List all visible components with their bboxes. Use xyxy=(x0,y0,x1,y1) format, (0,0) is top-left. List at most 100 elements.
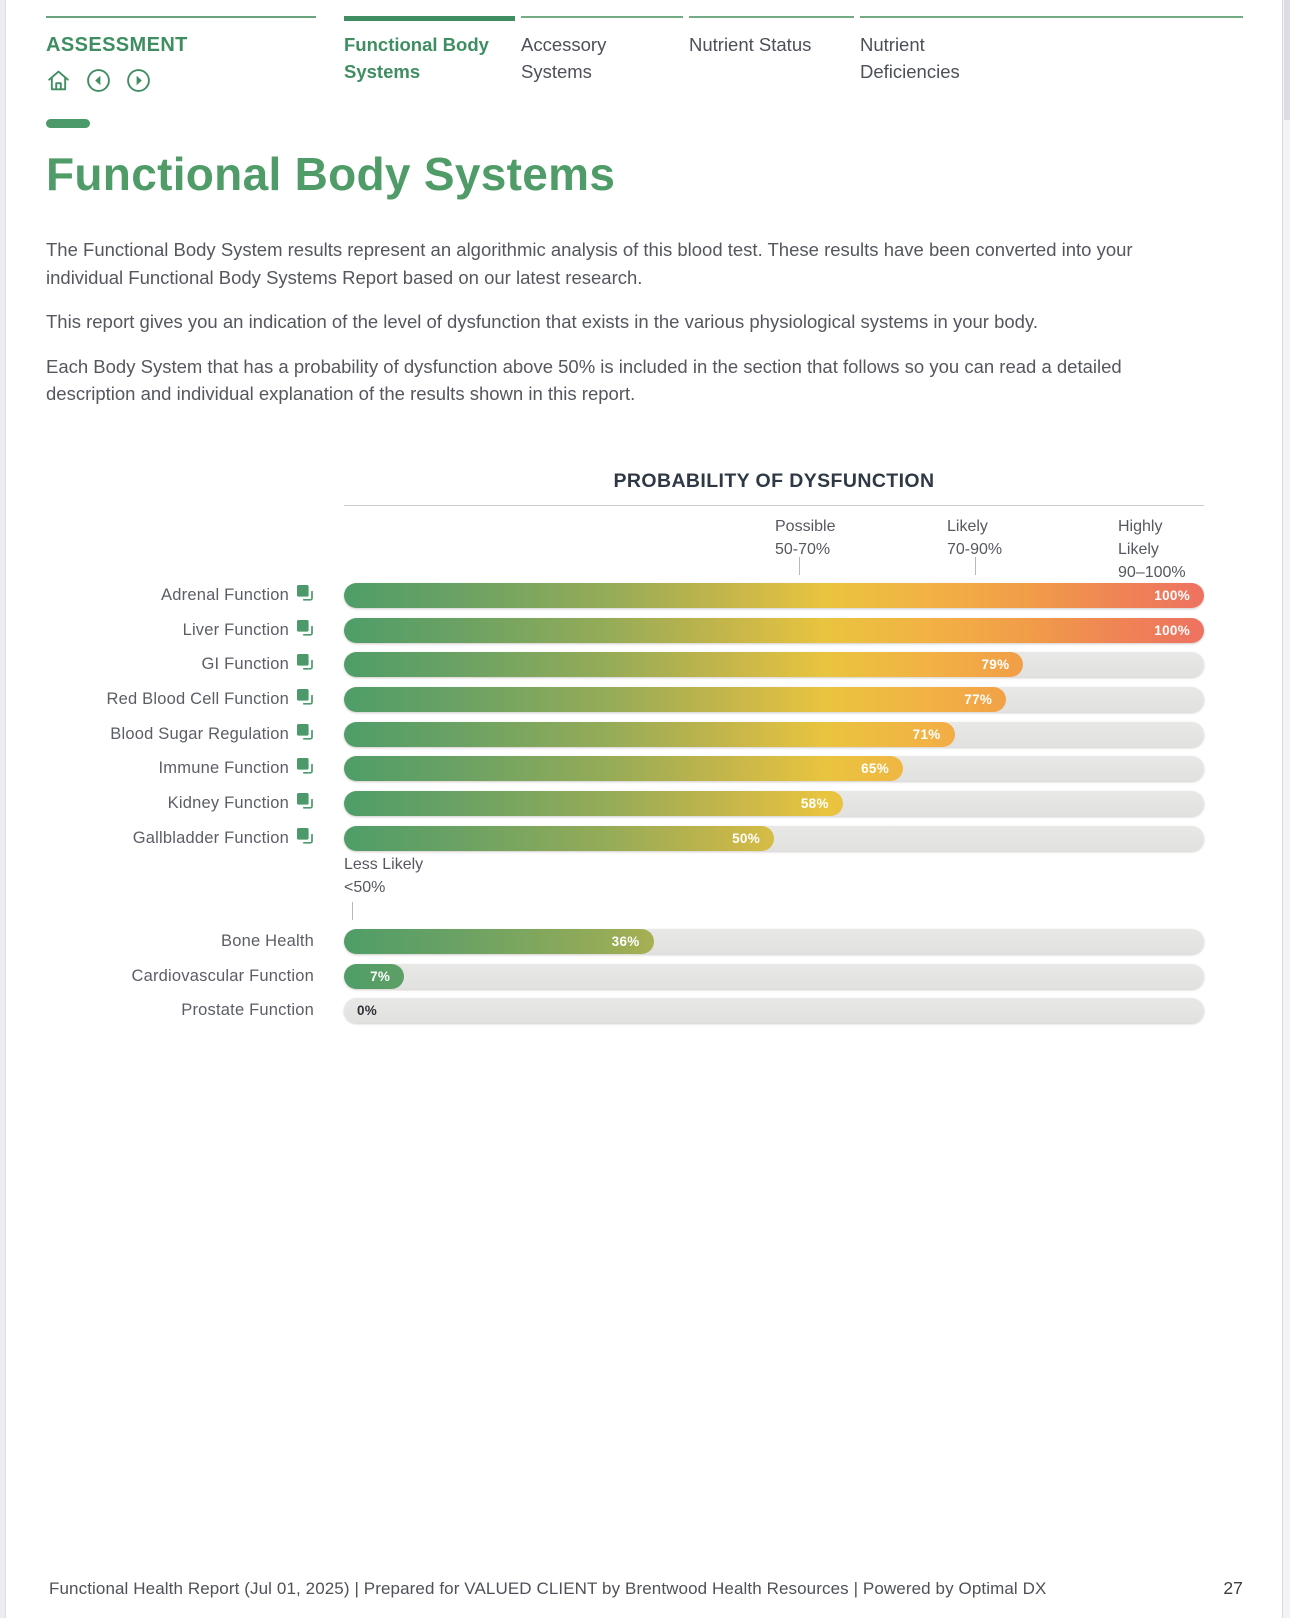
assessment-label: ASSESSMENT xyxy=(46,34,188,56)
probability-bar-track: 0% xyxy=(344,998,1204,1024)
tab-functional-body-systems[interactable]: Functional Body Systems xyxy=(344,16,515,85)
page-number: 27 xyxy=(1223,1578,1243,1598)
probability-bar-fill: 58% xyxy=(344,791,843,817)
chart-top-rule xyxy=(344,505,1204,506)
bars-below-50: Bone Health 36% Cardiovascular Function xyxy=(46,929,1204,1033)
chart-row: GI Function 79% xyxy=(46,652,1204,678)
body-system-name[interactable]: Cardiovascular Function xyxy=(131,966,314,985)
probability-value: 0% xyxy=(357,1003,378,1019)
chart-row: Kidney Function 58% xyxy=(46,791,1204,817)
zone-tick-possible xyxy=(799,557,800,575)
bars-above-50: Adrenal Function 100% Liver Function xyxy=(46,583,1204,861)
probability-bar-track: 50% xyxy=(344,825,1204,851)
body-system-name[interactable]: Gallbladder Function xyxy=(132,828,289,847)
chart-row-label[interactable]: GI Function xyxy=(46,653,344,676)
probability-bar-track: 77% xyxy=(344,687,1204,713)
chart-row-label: Cardiovascular Function xyxy=(46,967,344,986)
chart-row: Adrenal Function 100% xyxy=(46,583,1204,608)
chart-row-label[interactable]: Liver Function xyxy=(46,619,344,642)
body-system-name[interactable]: Immune Function xyxy=(158,759,289,778)
home-icon[interactable] xyxy=(46,68,71,93)
probability-bar-track: 65% xyxy=(344,756,1204,782)
probability-value: 50% xyxy=(732,830,760,846)
chart-row: Immune Function 65% xyxy=(46,756,1204,782)
probability-bar-track: 100% xyxy=(344,583,1204,608)
probability-bar-fill: 77% xyxy=(344,687,1007,713)
probability-bar-fill: 0% xyxy=(344,998,1204,1023)
open-section-icon[interactable] xyxy=(296,619,314,642)
tab-label[interactable]: Accessory Systems xyxy=(521,34,607,82)
open-section-icon[interactable] xyxy=(296,723,314,746)
body-system-name[interactable]: Liver Function xyxy=(182,620,289,639)
probability-bar-track: 7% xyxy=(344,963,1204,989)
title-accent-dash xyxy=(46,119,90,128)
probability-value: 58% xyxy=(800,796,829,812)
tab-label[interactable]: Nutrient Status xyxy=(689,34,812,55)
tab-accessory-systems[interactable]: Accessory Systems xyxy=(521,16,683,85)
probability-value: 36% xyxy=(611,934,640,949)
next-page-icon[interactable] xyxy=(126,68,151,93)
probability-bar-fill: 79% xyxy=(344,652,1024,678)
tab-label[interactable]: Nutrient Deficiencies xyxy=(860,34,960,82)
footer-text: Functional Health Report (Jul 01, 2025) … xyxy=(49,1579,1047,1598)
probability-value: 7% xyxy=(370,968,391,984)
assessment-section-header: ASSESSMENT xyxy=(46,16,316,93)
open-section-icon[interactable] xyxy=(296,792,314,815)
chart-row-label[interactable]: Immune Function xyxy=(46,757,344,780)
open-section-icon[interactable] xyxy=(296,653,314,676)
tab-label[interactable]: Functional Body Systems xyxy=(344,34,489,82)
body-system-name[interactable]: GI Function xyxy=(201,655,289,674)
report-nav-icons xyxy=(46,68,316,93)
intro-paragraph-3: Each Body System that has a probability … xyxy=(46,355,1122,405)
open-section-icon[interactable] xyxy=(296,584,314,607)
probability-bar-track: 100% xyxy=(344,617,1204,643)
section-tabs: Functional Body Systems Accessory System… xyxy=(344,16,1243,85)
chart-row: Gallbladder Function 50% xyxy=(46,825,1204,851)
chart-row-label[interactable]: Kidney Function xyxy=(46,792,344,815)
chart-row: Prostate Function 0% xyxy=(46,998,1204,1024)
probability-bar-fill: 65% xyxy=(344,756,903,782)
probability-value: 100% xyxy=(1154,588,1190,603)
chart-row-label[interactable]: Blood Sugar Regulation xyxy=(46,723,344,746)
tab-nutrient-status[interactable]: Nutrient Status xyxy=(689,16,854,85)
body-system-name[interactable]: Adrenal Function xyxy=(161,586,289,604)
chart-row-label[interactable]: Adrenal Function xyxy=(46,584,344,607)
body-system-name[interactable]: Blood Sugar Regulation xyxy=(110,724,289,743)
open-section-icon[interactable] xyxy=(296,827,314,850)
probability-value: 79% xyxy=(981,657,1010,673)
scrollbar-thumb[interactable] xyxy=(1284,0,1290,120)
probability-bar-track: 36% xyxy=(344,929,1204,954)
page-left-edge xyxy=(0,0,6,1618)
body-system-name[interactable]: Red Blood Cell Function xyxy=(106,690,289,709)
body-system-name[interactable]: Bone Health xyxy=(220,932,314,950)
chart-row: Red Blood Cell Function 77% xyxy=(46,687,1204,713)
scrollbar[interactable] xyxy=(1282,0,1290,1618)
chart-row: Cardiovascular Function 7% xyxy=(46,963,1204,989)
open-section-icon[interactable] xyxy=(296,757,314,780)
intro-paragraph-2: This report gives you an indication of t… xyxy=(46,311,1038,332)
zone-label-highly-likely: Highly Likely 90–100% xyxy=(1118,518,1186,581)
zone-label-possible: Possible 50-70% xyxy=(775,518,836,558)
zone-label-less-likely: Less Likely <50% xyxy=(344,853,423,920)
probability-value: 100% xyxy=(1154,622,1190,638)
probability-bar-fill: 7% xyxy=(344,963,405,989)
chart-row-label[interactable]: Red Blood Cell Function xyxy=(46,688,344,711)
chart-row-label: Bone Health xyxy=(46,932,344,951)
probability-value: 65% xyxy=(861,761,889,777)
chart-row: Blood Sugar Regulation 71% xyxy=(46,721,1204,747)
chart-row: Liver Function 100% xyxy=(46,617,1204,643)
body-system-name[interactable]: Kidney Function xyxy=(167,794,289,813)
tab-nutrient-deficiencies[interactable]: Nutrient Deficiencies xyxy=(860,16,1243,85)
page-title: Functional Body Systems xyxy=(46,148,616,200)
prev-page-icon[interactable] xyxy=(86,68,111,93)
zone-label-likely: Likely 70-90% xyxy=(947,518,1003,558)
probability-value: 71% xyxy=(912,726,941,742)
chart-row-label: Prostate Function xyxy=(46,1001,344,1020)
intro-paragraph-1: The Functional Body System results repre… xyxy=(46,239,1133,288)
open-section-icon[interactable] xyxy=(296,688,314,711)
body-system-name[interactable]: Prostate Function xyxy=(181,1001,314,1020)
probability-bar-fill: 100% xyxy=(344,617,1204,643)
chart-row-label[interactable]: Gallbladder Function xyxy=(46,827,344,850)
chart-title: PROBABILITY OF DYSFUNCTION xyxy=(613,470,935,492)
zone-tick-likely xyxy=(975,557,976,575)
